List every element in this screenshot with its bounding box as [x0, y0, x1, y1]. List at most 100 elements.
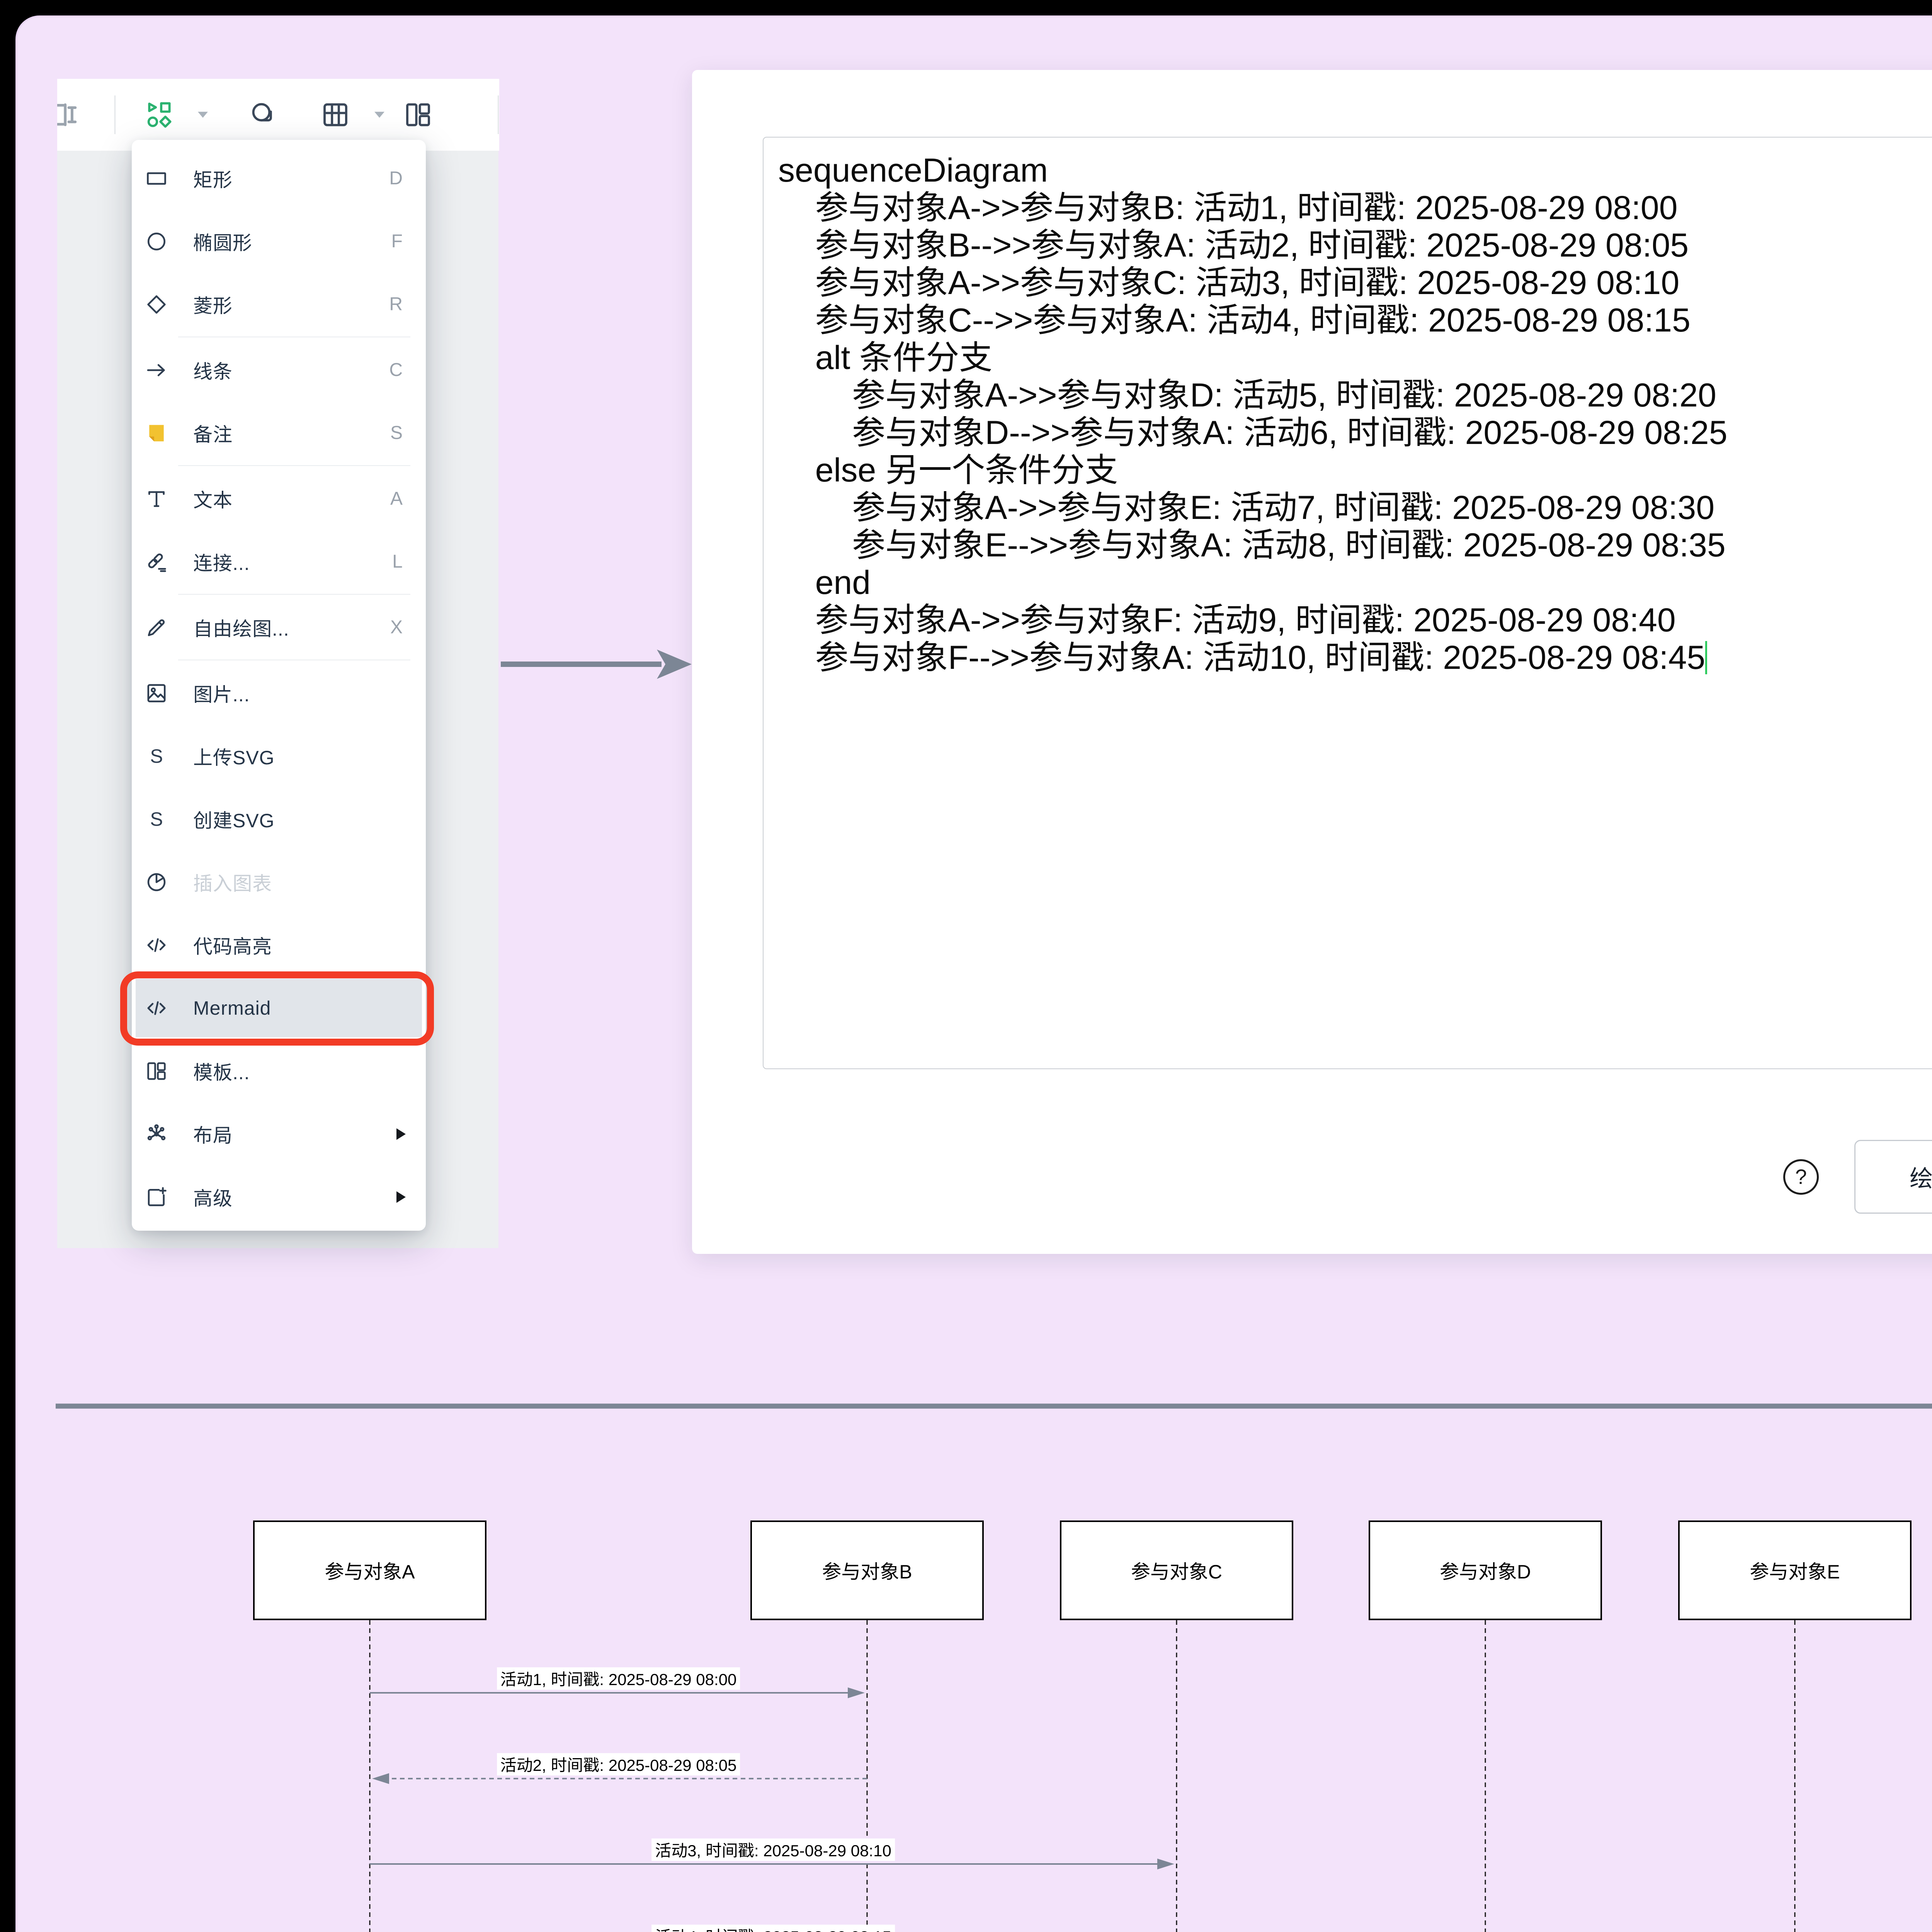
- pie-chart-icon: [147, 873, 166, 891]
- menu-item-code-highlight[interactable]: 代码高亮: [132, 913, 426, 976]
- menu-item-text[interactable]: 文本 A: [132, 467, 426, 530]
- freehand-icon: [148, 619, 165, 636]
- participant-box: 参与对象A: [253, 1520, 486, 1620]
- image-icon: [143, 682, 170, 705]
- menu-item-note[interactable]: 备注 S: [132, 401, 426, 464]
- participant-box: 参与对象D: [1369, 1520, 1602, 1620]
- menu-item-label: 菱形: [193, 290, 233, 318]
- menu-item-highlight: [136, 979, 422, 1037]
- menu-item-label: 上传SVG: [193, 742, 275, 770]
- code-line: 参与对象A->>参与对象B: 活动1, 时间戳: 2025-08-29 08:0…: [778, 180, 1678, 229]
- message-arrowhead: [372, 1773, 389, 1784]
- code-icon: [143, 934, 170, 957]
- menu-item-label: 创建SVG: [193, 805, 275, 833]
- code-line: sequenceDiagram: [778, 143, 1048, 191]
- s-letter-icon: S: [143, 745, 170, 768]
- menu-item-ellipse[interactable]: 椭圆形 F: [132, 210, 426, 273]
- participant-box: 参与对象B: [750, 1520, 984, 1620]
- draw-button-label: 绘图: [1910, 1160, 1932, 1194]
- s-letter-icon: S: [143, 808, 170, 831]
- caret-down-icon: [198, 112, 208, 118]
- participant-box: 参与对象E: [1678, 1520, 1912, 1620]
- menu-item-shortcut: C: [389, 360, 403, 380]
- menu-item-upload-svg[interactable]: S 上传SVG: [132, 724, 426, 787]
- message-arrowhead: [1157, 1859, 1174, 1869]
- menu-item-label: Mermaid: [193, 997, 271, 1019]
- participant-box: 参与对象C: [1060, 1520, 1293, 1620]
- menu-item-link[interactable]: 连接... L: [132, 530, 426, 593]
- submenu-arrow-icon: [396, 1128, 406, 1140]
- code-line: 参与对象F-->>参与对象A: 活动10, 时间戳: 2025-08-29 08…: [778, 636, 1932, 674]
- message-label: 活动4, 时间戳: 2025-08-29 08:15: [651, 1924, 895, 1932]
- menu-item-line[interactable]: 线条 C: [132, 338, 426, 401]
- advanced-icon: [148, 1187, 167, 1206]
- advanced-icon: [143, 1185, 170, 1209]
- arrow-icon: [143, 359, 170, 382]
- shapes-icon[interactable]: [143, 79, 175, 151]
- table-icon: [323, 103, 347, 126]
- code-line: 参与对象A->>参与对象F: 活动9, 时间戳: 2025-08-29 08:4…: [778, 593, 1676, 641]
- code-line: 参与对象A->>参与对象C: 活动3, 时间戳: 2025-08-29 08:1…: [778, 255, 1680, 304]
- menu-item-image[interactable]: 图片...: [132, 662, 426, 724]
- diamond-icon: [147, 295, 166, 314]
- code-line: end: [778, 555, 871, 604]
- svg-text:S: S: [150, 808, 163, 830]
- link-icon: [143, 550, 170, 573]
- toolbar-divider: [498, 95, 499, 134]
- menu-item-shortcut: L: [392, 551, 403, 572]
- menu-item-rectangle[interactable]: 矩形 D: [132, 147, 426, 210]
- menu-item-diamond[interactable]: 菱形 R: [132, 273, 426, 336]
- code-line: else 另一个条件分支: [778, 443, 1118, 491]
- menu-item-shortcut: F: [391, 231, 403, 252]
- menu-item-label: 插入图表: [193, 868, 272, 896]
- chevron-down-icon[interactable]: [371, 79, 388, 151]
- layout-icon: [143, 1122, 170, 1146]
- code-icon: [143, 997, 170, 1020]
- menu-item-freehand[interactable]: 自由绘图... X: [132, 596, 426, 659]
- code-line: 参与对象C-->>参与对象A: 活动4, 时间戳: 2025-08-29 08:…: [778, 293, 1690, 341]
- svg-text:S: S: [150, 745, 163, 767]
- menu-item-advanced[interactable]: 高级: [132, 1165, 426, 1228]
- help-icon[interactable]: ?: [1783, 1159, 1819, 1195]
- menu-item-insert-chart[interactable]: 插入图表: [132, 850, 426, 913]
- submenu-arrow-icon: [396, 1191, 406, 1203]
- table-icon[interactable]: [320, 79, 351, 151]
- menu-item-template[interactable]: 模板...: [132, 1039, 426, 1102]
- text-icon: [148, 491, 165, 507]
- layout-icon: [147, 1124, 166, 1140]
- menu-item-label: 代码高亮: [193, 931, 272, 959]
- menu-item-layout[interactable]: 布局: [132, 1102, 426, 1165]
- dialog-footer: ? 绘图 关闭 插入: [692, 1140, 1932, 1214]
- menu-item-label: 布局: [193, 1120, 233, 1148]
- mermaid-edit-dialog: sequenceDiagram 参与对象A->>参与对象B: 活动1, 时间戳:…: [692, 70, 1932, 1254]
- chevron-down-icon[interactable]: [194, 79, 212, 151]
- rename-partial-icon: [57, 79, 88, 151]
- s-letter-icon: S: [150, 808, 163, 830]
- mermaid-code-editor[interactable]: sequenceDiagram 参与对象A->>参与对象B: 活动1, 时间戳:…: [763, 137, 1932, 1069]
- rectangle-icon: [143, 167, 170, 190]
- menu-item-label: 矩形: [193, 164, 233, 192]
- menu-item-shortcut: X: [390, 617, 403, 638]
- layout-panels-icon: [406, 103, 430, 126]
- note-icon: [149, 425, 164, 441]
- menu-item-create-svg[interactable]: S 创建SVG: [132, 787, 426, 850]
- menu-item-label: 线条: [193, 356, 233, 384]
- menu-item-label: 连接...: [193, 548, 250, 576]
- annotation-arrow-right-head: [657, 650, 692, 679]
- layout-panels-icon[interactable]: [402, 79, 434, 151]
- draw-dropdown-button[interactable]: 绘图: [1854, 1140, 1932, 1214]
- insert-shape-menu: 矩形 D 椭圆形 F 菱形 R 线条 C 备注 S 文本 A 连接... L 自由绘图... X 图片... S 上…: [132, 140, 426, 1231]
- menu-item-label: 图片...: [193, 679, 250, 707]
- freehand-select-icon[interactable]: [247, 79, 279, 151]
- freehand-select-icon: [252, 103, 272, 122]
- freehand-icon: [143, 616, 170, 639]
- menu-item-shortcut: D: [389, 168, 403, 189]
- caret-down-icon: [374, 112, 384, 118]
- menu-item-shortcut: S: [390, 423, 403, 443]
- message-arrowhead: [848, 1687, 865, 1698]
- menu-item-label: 备注: [193, 419, 233, 447]
- menu-item-label: 高级: [193, 1183, 233, 1211]
- template-icon: [143, 1060, 170, 1083]
- menu-item-mermaid[interactable]: Mermaid: [132, 976, 426, 1039]
